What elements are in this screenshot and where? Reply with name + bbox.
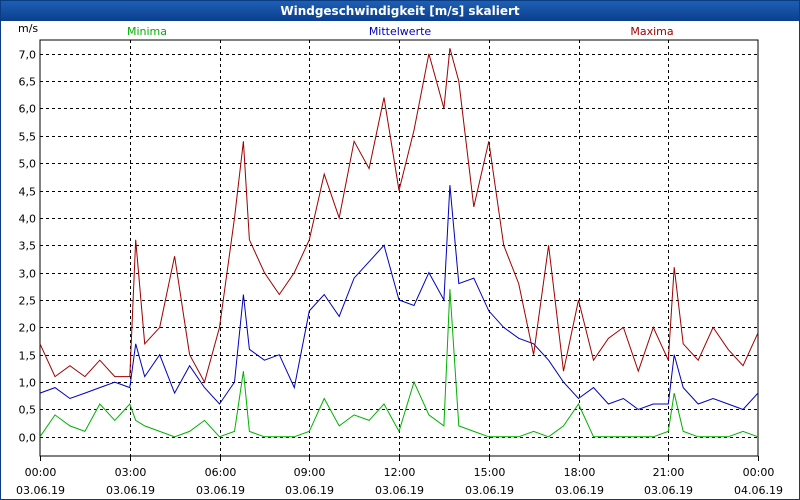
series-minima (39, 289, 759, 438)
y-tick-label: 0,5 (19, 404, 37, 417)
y-tick-label: 6,5 (19, 76, 37, 89)
y-axis-label: m/s (18, 22, 38, 35)
series-maxima (39, 48, 759, 384)
x-tick-time: 00:00 (743, 466, 775, 479)
x-tick-time: 21:00 (653, 466, 685, 479)
x-tick-date: 03.06.19 (16, 484, 65, 497)
series-mittelwerte (39, 185, 759, 411)
x-tick-time: 09:00 (294, 466, 326, 479)
x-tick-date: 03.06.19 (555, 484, 604, 497)
y-tick-label: 5,5 (19, 131, 37, 144)
x-tick-date: 04.06.19 (734, 484, 783, 497)
x-tick-date: 03.06.19 (465, 484, 514, 497)
x-tick-date: 03.06.19 (285, 484, 334, 497)
legend-maxima: Maxima (630, 25, 673, 38)
x-tick-date: 03.06.19 (375, 484, 424, 497)
y-tick-label: 5,0 (19, 158, 37, 171)
y-tick-label: 1,0 (19, 377, 37, 390)
plot-area (39, 39, 759, 457)
x-tick-time: 18:00 (564, 466, 596, 479)
chart-title: Windgeschwindigkeit [m/s] skaliert (1, 1, 799, 21)
wind-speed-chart: 0,0 0,5 1,0 1,5 2,0 2,5 3,0 3,5 4,0 4,5 5,0 5,5 6,0 6… (16, 22, 783, 497)
y-tick-label: 4,5 (19, 186, 37, 199)
y-tick-label: 1,5 (19, 350, 37, 363)
x-tick-date: 03.06.19 (106, 484, 155, 497)
y-tick-label: 3,0 (19, 268, 37, 281)
x-tick-date: 03.06.19 (644, 484, 693, 497)
y-tick-label: 6,0 (19, 103, 37, 116)
y-tick-label: 2,0 (19, 322, 37, 335)
x-tick-time: 12:00 (384, 466, 416, 479)
x-tick-time: 06:00 (205, 466, 237, 479)
legend-mittelwerte: Mittelwerte (369, 25, 432, 38)
x-tick-time: 03:00 (115, 466, 147, 479)
y-tick-label: 3,5 (19, 240, 37, 253)
y-tick-label: 7,0 (19, 49, 37, 62)
y-tick-label: 2,5 (19, 295, 37, 308)
x-tick-date: 03.06.19 (196, 484, 245, 497)
x-tick-time: 15:00 (474, 466, 506, 479)
legend-minima: Minima (127, 25, 167, 38)
y-tick-label: 4,0 (19, 213, 37, 226)
x-tick-time: 00:00 (25, 466, 57, 479)
y-tick-label: 0,0 (19, 432, 37, 445)
